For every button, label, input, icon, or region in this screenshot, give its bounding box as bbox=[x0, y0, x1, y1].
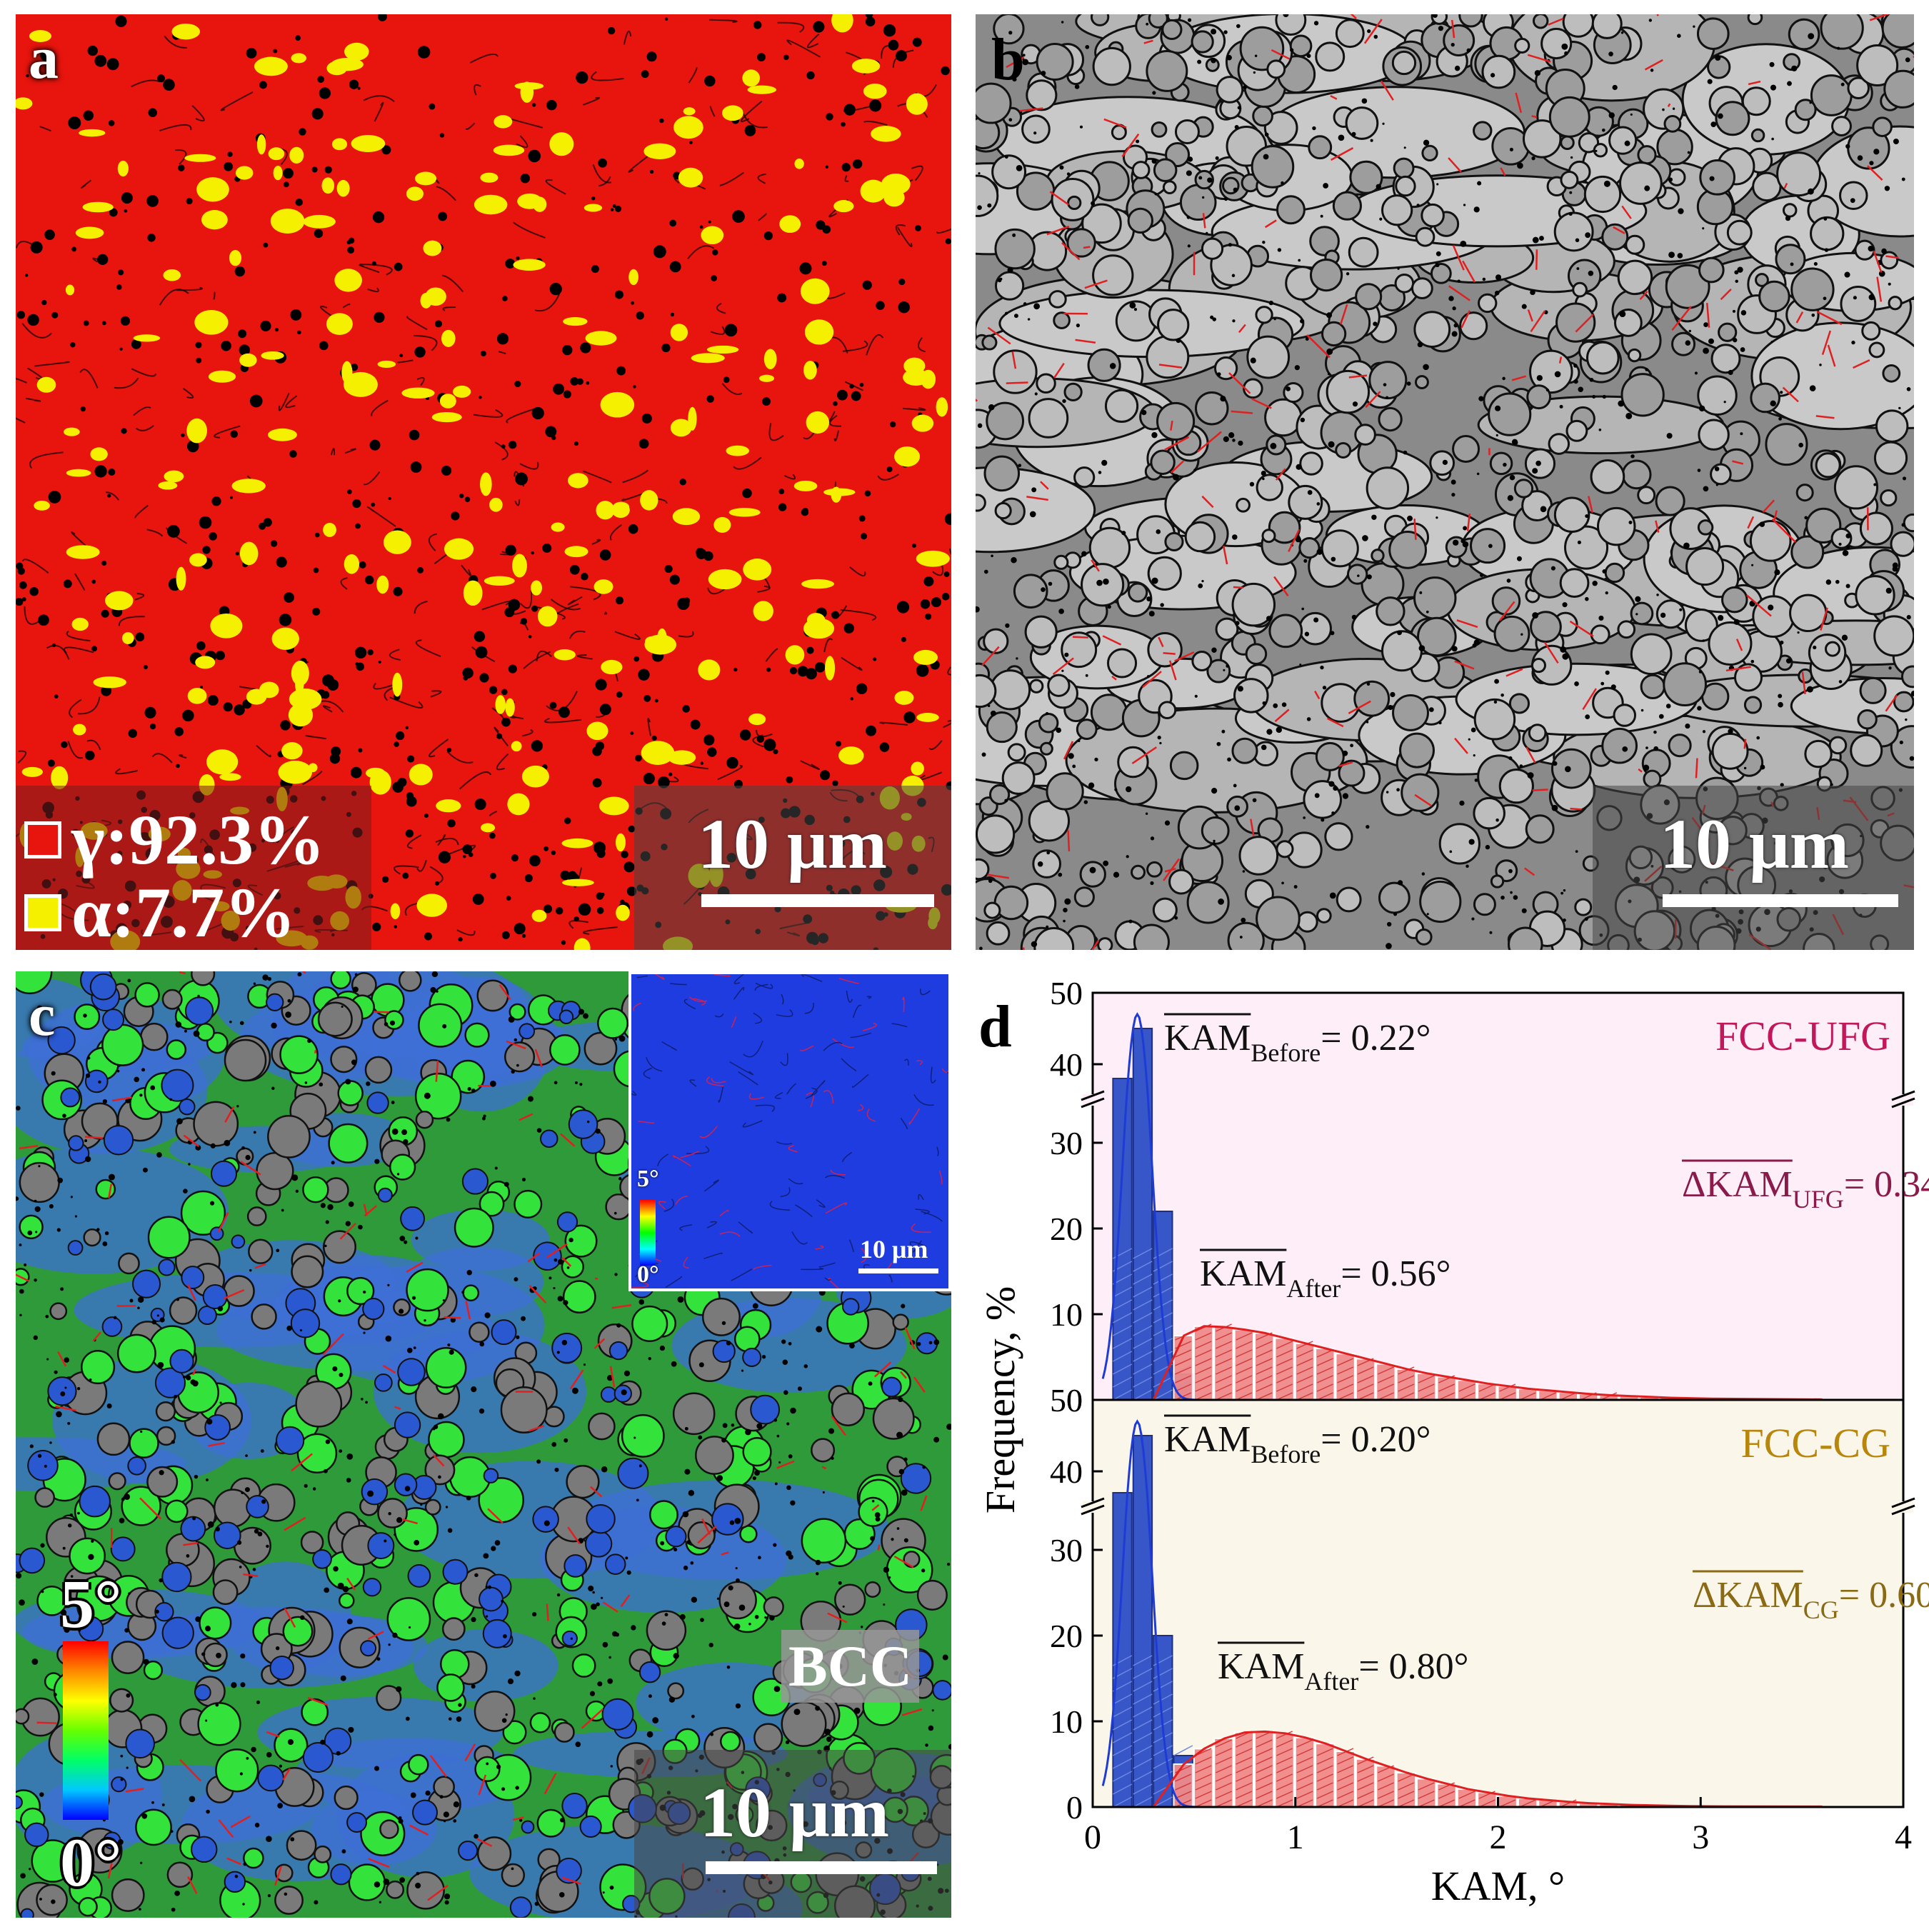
annotation-after: KAMAfter= 0.80° bbox=[1218, 1646, 1468, 1696]
y-tick-label: 30 bbox=[1050, 1125, 1083, 1161]
bar-after bbox=[1477, 1383, 1498, 1401]
fit-after bbox=[1152, 1730, 1823, 1808]
scale-bar bbox=[701, 894, 934, 907]
y-tick-label: 30 bbox=[1050, 1532, 1083, 1568]
bar-after bbox=[1335, 1751, 1356, 1808]
y-axis-label: Frequency, % bbox=[977, 1286, 1023, 1513]
colorbar-max-label: 5° bbox=[60, 1566, 122, 1642]
scale-bar-box bbox=[1593, 786, 1914, 950]
gamma-swatch bbox=[24, 821, 61, 859]
x-tick-label: 3 bbox=[1692, 1818, 1709, 1856]
bar-after bbox=[1213, 1326, 1234, 1401]
y-tick-label: 20 bbox=[1050, 1211, 1083, 1247]
colorbar-min-label: 0° bbox=[60, 1824, 122, 1901]
x-tick-label: 1 bbox=[1287, 1818, 1304, 1856]
bar-after bbox=[1456, 1379, 1478, 1401]
y-tick-label: 40 bbox=[1050, 1453, 1083, 1490]
bar-after bbox=[1517, 1388, 1538, 1401]
inset-colorbar-max: 5° bbox=[637, 1166, 659, 1192]
kam-inset: 5° 0° 10 μm bbox=[628, 971, 951, 1291]
phase-legend bbox=[16, 786, 371, 950]
y-tick-label: 40 bbox=[1050, 1046, 1083, 1083]
bar-after bbox=[1254, 1332, 1275, 1401]
annotation-after: KAMAfter= 0.56° bbox=[1200, 1253, 1450, 1303]
bar-after bbox=[1274, 1337, 1295, 1401]
x-tick-label: 2 bbox=[1490, 1818, 1507, 1856]
bar-after bbox=[1294, 1342, 1316, 1401]
legend-gamma: γ:92.3% bbox=[24, 799, 325, 881]
scale-bar bbox=[1663, 894, 1898, 907]
annotation-delta: ΔKAMUFG= 0.34° bbox=[1682, 1164, 1929, 1213]
y-tick-label: 20 bbox=[1050, 1618, 1083, 1654]
scale-bar-label: 10 μm bbox=[698, 804, 887, 884]
annotation-before: KAMBefore= 0.22° bbox=[1164, 1018, 1431, 1067]
x-tick-label: 0 bbox=[1084, 1818, 1101, 1856]
scale-bar-label: 10 μm bbox=[700, 1773, 889, 1852]
inset-scale-bar bbox=[858, 1268, 938, 1273]
inset-colorbar-min: 0° bbox=[637, 1261, 659, 1288]
scale-bar-label: 10 μm bbox=[1660, 804, 1849, 884]
bar-before bbox=[1112, 1078, 1133, 1401]
subplot-fcc-cg: 0 10 20 30 40 50 FCC-CG KAMBefore= 0.20° ΔKAMCG=… bbox=[1050, 1382, 1929, 1826]
kam-map-image bbox=[16, 971, 951, 1918]
panel-a-phase-map: a γ:92.3% α:7.7% 10 μm bbox=[16, 14, 951, 950]
scale-bar-box bbox=[634, 1750, 951, 1918]
panel-d-kam-histogram: d 0 10 20 30 40 50 FCC-UFG KAMBefore= 0.22° ΔKAMU… bbox=[957, 971, 1929, 1932]
inset-colorbar bbox=[640, 1200, 656, 1266]
legend-alpha-text: α:7.7% bbox=[71, 873, 296, 950]
panel-label-c: c bbox=[29, 982, 56, 1048]
annotation-before: KAMBefore= 0.20° bbox=[1164, 1419, 1431, 1468]
subplot-fcc-ufg: 0 10 20 30 40 50 FCC-UFG KAMBefore= 0.22° ΔKAMUF… bbox=[1050, 975, 1929, 1418]
bar-before bbox=[1132, 1435, 1153, 1808]
y-tick-label: 10 bbox=[1050, 1296, 1083, 1333]
kam-colorbar bbox=[63, 1641, 109, 1820]
x-tick-label: 4 bbox=[1895, 1818, 1912, 1856]
panel-c-kam-map: c 5° 0° 10 μm BCC 5° 0° 10 μm bbox=[16, 971, 951, 1918]
fit-after bbox=[1152, 1325, 1823, 1401]
panel-label-b: b bbox=[991, 26, 1025, 93]
y-tick-label: 50 bbox=[1050, 975, 1083, 1011]
panel-label-a: a bbox=[29, 25, 59, 91]
scale-bar-box bbox=[634, 786, 951, 950]
y-tick-label: 10 bbox=[1050, 1703, 1083, 1740]
annotation-delta: ΔKAMCG= 0.60° bbox=[1693, 1575, 1929, 1624]
scale-bar bbox=[706, 1861, 937, 1874]
panel-b-band-contrast: b 10 μm bbox=[976, 14, 1914, 950]
y-tick-label: 0 bbox=[1066, 1789, 1083, 1826]
bar-after bbox=[1193, 1325, 1214, 1401]
inset-scale-bar-label: 10 μm bbox=[860, 1235, 928, 1263]
bar-before bbox=[1112, 1492, 1133, 1808]
alpha-swatch bbox=[24, 894, 61, 931]
bar-after bbox=[1274, 1732, 1295, 1808]
legend-gamma-text: γ:92.3% bbox=[71, 800, 326, 879]
grain-structure bbox=[16, 971, 951, 1918]
subplot-title: FCC-UFG bbox=[1715, 1013, 1890, 1059]
x-axis-label: KAM, ° bbox=[1431, 1863, 1565, 1909]
kam-inset-image bbox=[631, 974, 948, 1288]
subplot-title: FCC-CG bbox=[1740, 1420, 1890, 1466]
y-tick-label: 0 bbox=[1066, 1382, 1083, 1418]
panel-label-d: d bbox=[978, 993, 1012, 1060]
legend-alpha: α:7.7% bbox=[24, 871, 296, 950]
bar-before bbox=[1132, 1028, 1153, 1401]
y-tick-label: 50 bbox=[1050, 1382, 1083, 1418]
x-axis: 0 1 2 3 4 bbox=[1084, 1797, 1912, 1856]
phase-tag-bcc: BCC bbox=[781, 1630, 920, 1703]
